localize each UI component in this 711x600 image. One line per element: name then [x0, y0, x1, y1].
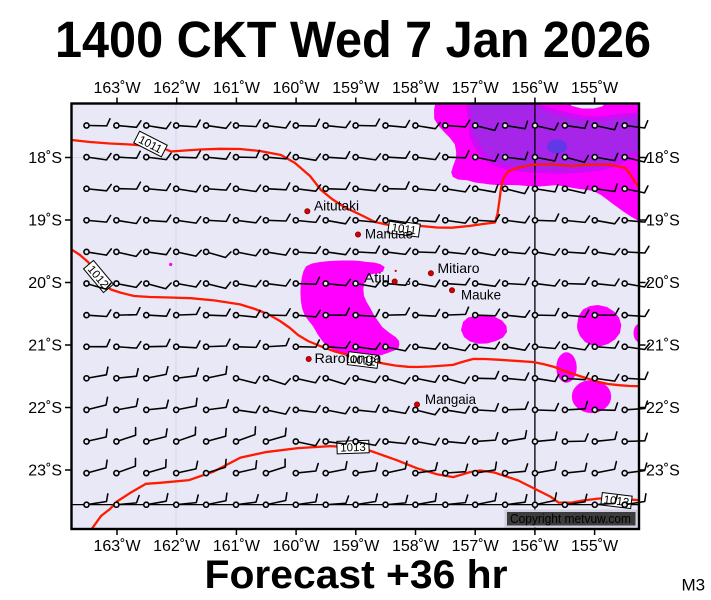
svg-text:Mangaia: Mangaia: [425, 391, 476, 407]
svg-text:Manuae: Manuae: [365, 226, 413, 242]
svg-text:161˚W: 161˚W: [213, 538, 261, 555]
svg-text:158˚W: 158˚W: [392, 80, 440, 97]
svg-text:Atiu: Atiu: [364, 270, 390, 286]
svg-text:19˚S: 19˚S: [646, 213, 680, 230]
svg-text:Aitutaki: Aitutaki: [314, 198, 359, 214]
svg-text:23˚S: 23˚S: [28, 463, 62, 480]
svg-text:Mitiaro: Mitiaro: [438, 260, 480, 276]
svg-text:M3: M3: [682, 576, 706, 595]
svg-text:162˚W: 162˚W: [153, 538, 201, 555]
svg-text:20˚S: 20˚S: [28, 275, 62, 292]
svg-text:Mauke: Mauke: [461, 287, 501, 303]
svg-text:162˚W: 162˚W: [153, 80, 201, 97]
svg-text:1011: 1011: [391, 222, 417, 237]
svg-text:159˚W: 159˚W: [332, 80, 380, 97]
svg-text:156˚W: 156˚W: [511, 80, 559, 97]
svg-text:163˚W: 163˚W: [93, 538, 141, 555]
svg-text:20˚S: 20˚S: [646, 275, 680, 292]
svg-text:18˚S: 18˚S: [28, 150, 62, 167]
svg-text:157˚W: 157˚W: [452, 80, 500, 97]
svg-text:22˚S: 22˚S: [28, 400, 62, 417]
svg-text:22˚S: 22˚S: [646, 400, 680, 417]
svg-text:Forecast +36 hr: Forecast +36 hr: [205, 553, 508, 597]
svg-text:1013: 1013: [340, 442, 366, 455]
svg-text:159˚W: 159˚W: [332, 538, 380, 555]
svg-text:155˚W: 155˚W: [571, 80, 619, 97]
svg-text:18˚S: 18˚S: [646, 150, 680, 167]
svg-text:19˚S: 19˚S: [28, 213, 62, 230]
svg-text:160˚W: 160˚W: [273, 80, 321, 97]
svg-text:156˚W: 156˚W: [511, 538, 559, 555]
svg-text:157˚W: 157˚W: [452, 538, 500, 555]
svg-text:Rarotonga: Rarotonga: [315, 350, 382, 366]
svg-text:155˚W: 155˚W: [571, 538, 619, 555]
svg-text:163˚W: 163˚W: [93, 80, 141, 97]
svg-text:158˚W: 158˚W: [392, 538, 440, 555]
svg-text:1400 CKT Wed 7 Jan 2026: 1400 CKT Wed 7 Jan 2026: [55, 11, 651, 68]
svg-text:21˚S: 21˚S: [646, 338, 680, 355]
svg-text:161˚W: 161˚W: [213, 80, 261, 97]
svg-text:160˚W: 160˚W: [273, 538, 321, 555]
svg-text:Copyright metvuw.com: Copyright metvuw.com: [510, 512, 631, 526]
svg-text:21˚S: 21˚S: [28, 338, 62, 355]
svg-text:1012: 1012: [349, 354, 376, 369]
svg-text:23˚S: 23˚S: [646, 463, 680, 480]
